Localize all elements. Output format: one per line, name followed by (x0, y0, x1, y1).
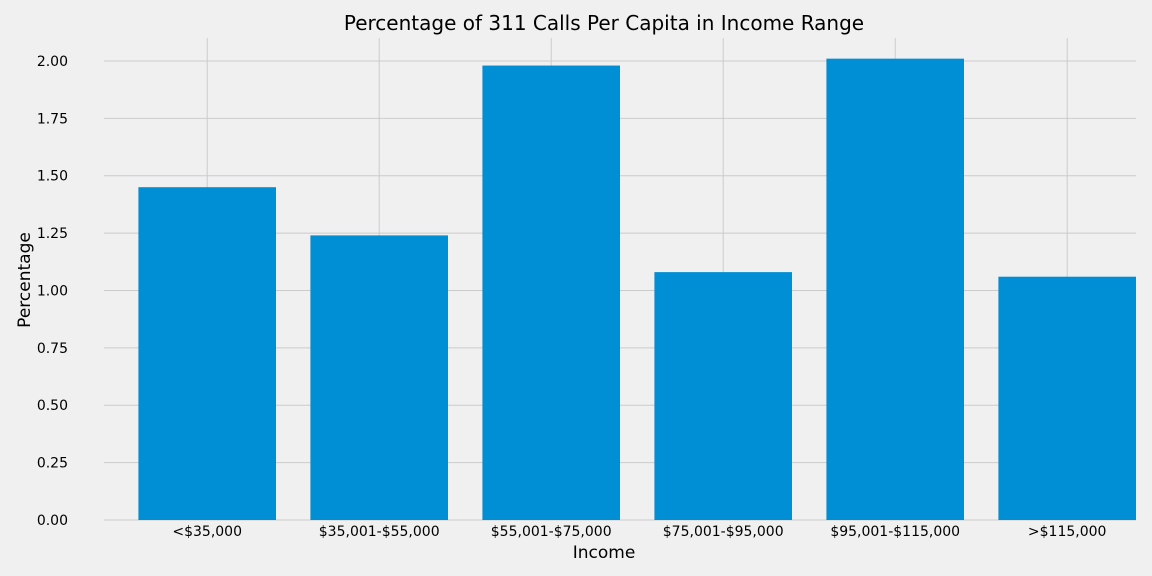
y-tick-label: 2.00 (37, 54, 68, 70)
x-ticks-layer: <$35,000 $35,001-$55,000 $55,001-$75,000 $7… (172, 524, 1106, 540)
y-ticks-layer: 0.00 0.25 0.50 0.75 1.00 1.25 1.50 1.75 2.00 (37, 54, 68, 529)
bar (310, 235, 448, 520)
bar (998, 276, 1136, 520)
x-tick-label: $75,001-$95,000 (663, 524, 784, 540)
bar (138, 187, 276, 520)
bar (482, 65, 620, 521)
x-tick-label: <$35,000 (172, 524, 242, 540)
y-tick-label: 1.25 (37, 226, 68, 242)
bars-layer (138, 58, 1136, 521)
y-tick-label: 0.50 (37, 398, 68, 414)
x-tick-label: $95,001-$115,000 (830, 524, 960, 540)
y-tick-label: 1.00 (37, 283, 68, 299)
chart-title: Percentage of 311 Calls Per Capita in In… (344, 11, 864, 35)
y-tick-label: 0.00 (37, 513, 68, 529)
x-axis-label: Income (573, 543, 636, 563)
y-axis-label: Percentage (15, 232, 35, 328)
bar (654, 272, 792, 520)
x-tick-label: $55,001-$75,000 (491, 524, 612, 540)
y-tick-label: 0.25 (37, 456, 68, 472)
y-tick-label: 1.50 (37, 169, 68, 185)
y-tick-label: 0.75 (37, 341, 68, 357)
x-tick-label: $35,001-$55,000 (319, 524, 440, 540)
bar (826, 58, 964, 521)
y-tick-label: 1.75 (37, 111, 68, 127)
x-tick-label: >$115,000 (1028, 524, 1107, 540)
